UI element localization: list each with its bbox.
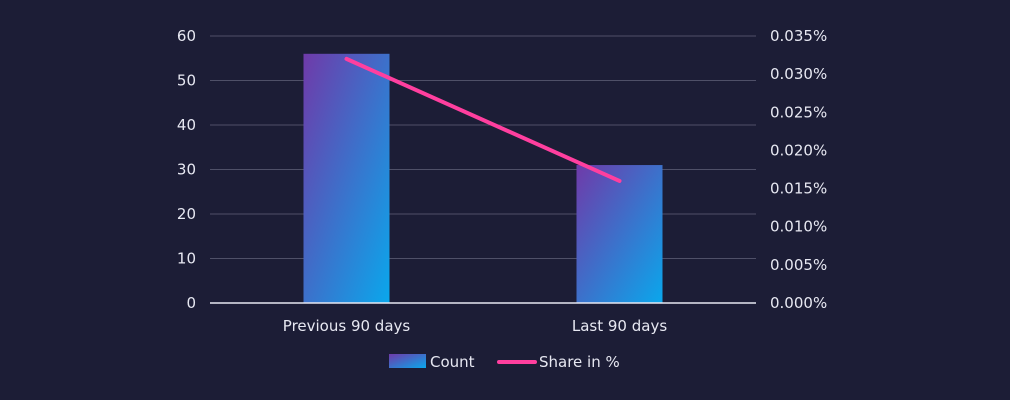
left-tick-label-6: 60 — [177, 27, 196, 45]
left-tick-label-0: 0 — [186, 294, 196, 312]
share-line — [344, 56, 622, 183]
grid-layer — [210, 35, 756, 304]
right-tick-label-4: 0.020% — [770, 141, 827, 159]
legend-layer: Count Share in % — [389, 353, 620, 371]
legend-swatch-count — [389, 354, 426, 368]
line-layer — [344, 56, 622, 183]
legend-label-share: Share in % — [539, 353, 620, 371]
left-tick-label-5: 50 — [177, 72, 196, 90]
left-tick-label-1: 10 — [177, 250, 196, 268]
left-tick-label-2: 20 — [177, 205, 196, 223]
right-tick-label-1: 0.005% — [770, 256, 827, 274]
right-tick-label-2: 0.010% — [770, 218, 827, 236]
x-tick-label-0: Previous 90 days — [283, 317, 411, 335]
left-tick-label-4: 40 — [177, 116, 196, 134]
right-tick-label-3: 0.015% — [770, 180, 827, 198]
right-tick-label-0: 0.000% — [770, 294, 827, 312]
right-tick-label-7: 0.035% — [770, 27, 827, 45]
right-tick-label-6: 0.030% — [770, 65, 827, 83]
bars-layer — [303, 53, 663, 303]
left-tick-label-3: 30 — [177, 161, 196, 179]
x-tick-label-1: Last 90 days — [572, 317, 667, 335]
bar-1 — [576, 165, 663, 303]
right-tick-label-5: 0.025% — [770, 103, 827, 121]
legend-label-count: Count — [430, 353, 475, 371]
bar-0 — [303, 53, 390, 303]
labels-layer: 0 10 20 30 40 50 60 0.000% 0.005% 0.010% 0.015% 0.0… — [177, 27, 827, 335]
